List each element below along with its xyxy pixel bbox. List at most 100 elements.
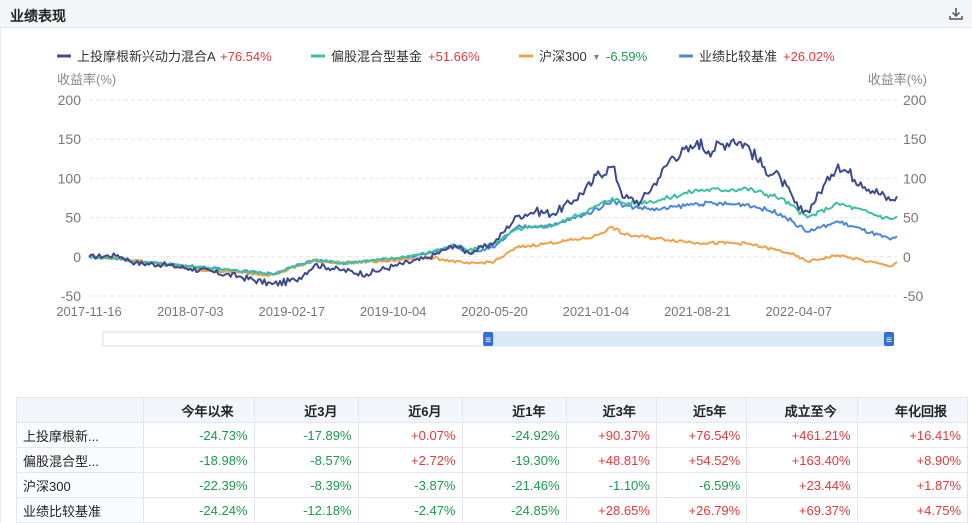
y-tick-label-left: 0	[73, 249, 81, 265]
performance-card: 上投摩根新兴动力混合A +76.54% 偏股混合型基金 +51.66% 沪深300 ▼ -6…	[0, 28, 972, 523]
y-tick-label-left: 150	[58, 131, 82, 147]
y-tick-label-left: -50	[61, 288, 81, 304]
legend-value: +51.66%	[428, 49, 480, 64]
table-cell: -1.10%	[565, 472, 657, 498]
column-header: 近6月	[357, 397, 463, 423]
x-tick-label: 2021-08-21	[664, 304, 731, 319]
column-header: 近1年	[461, 397, 567, 423]
download-icon[interactable]	[946, 4, 966, 24]
y-axis-ticks: 200 200 150 150 100 100 50 50 0 0 -50 -50	[58, 92, 927, 304]
table-cell: -24.85%	[461, 497, 567, 523]
legend-label: 上投摩根新兴动力混合A	[77, 49, 216, 64]
table-cell: +90.37%	[565, 422, 657, 448]
row-label: 偏股混合型...	[15, 447, 145, 473]
table-row[interactable]: 沪深300 -22.39% -8.39% -3.87% -21.46% -1.10% -6.…	[15, 472, 969, 498]
table-cell: -2.47%	[357, 497, 463, 523]
y-tick-label-right: -50	[903, 288, 923, 304]
y-tick-label-right: 50	[903, 210, 919, 226]
table-cell: +76.54%	[655, 422, 748, 448]
table-cell: -8.57%	[253, 447, 359, 473]
legend-value: +26.02%	[783, 49, 835, 64]
legend-label: 业绩比较基准	[699, 49, 777, 64]
table-cell: +4.75%	[856, 497, 969, 523]
table-cell: +8.90%	[856, 447, 969, 473]
y-tick-label-right: 0	[903, 249, 911, 265]
y-tick-label-left: 50	[65, 210, 81, 226]
table-cell: -3.87%	[357, 472, 463, 498]
y-tick-label-left: 200	[58, 92, 82, 108]
table-cell: +69.37%	[746, 497, 858, 523]
slider-handle-icon[interactable]: ≡	[884, 332, 894, 346]
legend-item[interactable]: 偏股混合型基金 +51.66%	[311, 49, 480, 64]
x-tick-label: 2019-02-17	[259, 304, 326, 319]
table-cell: -18.98%	[143, 447, 255, 473]
column-header: 成立至今	[746, 397, 858, 423]
svg-text:≡: ≡	[485, 335, 491, 346]
section-header: 业绩表现	[0, 0, 972, 28]
table-cell: -24.92%	[461, 422, 567, 448]
table-cell: +2.72%	[357, 447, 463, 473]
table-cell: +461.21%	[746, 422, 858, 448]
table-corner-cell	[15, 397, 145, 423]
slider-handle-icon[interactable]: ≡	[483, 332, 494, 346]
table-cell: -8.39%	[253, 472, 359, 498]
table-cell: +54.52%	[655, 447, 748, 473]
legend-label: 沪深300	[539, 49, 587, 64]
y-tick-label-right: 100	[903, 170, 927, 186]
table-cell: +26.79%	[655, 497, 748, 523]
x-tick-label: 2022-04-07	[765, 304, 832, 319]
column-header: 年化回报	[856, 397, 969, 423]
x-tick-label: 2021-01-04	[563, 304, 630, 319]
column-header: 近3月	[253, 397, 359, 423]
range-slider[interactable]: ≡ ≡	[102, 331, 894, 347]
table-cell: +1.87%	[856, 472, 969, 498]
x-tick-label: 2017-11-16	[56, 304, 122, 319]
section-title: 业绩表现	[10, 8, 66, 24]
x-tick-label: 2020-05-20	[461, 304, 528, 319]
table-cell: -24.73%	[143, 422, 255, 448]
series-line	[88, 186, 898, 276]
chart-series	[88, 138, 898, 287]
performance-table: 今年以来 近3月 近6月 近1年 近3年 近5年 成立至今 年化回报 上投摩根新... -24.…	[15, 397, 969, 523]
table-cell: +163.40%	[746, 447, 858, 473]
y-tick-label-right: 150	[903, 131, 927, 147]
y-axis-label-left: 收益率(%)	[57, 72, 116, 87]
legend-label: 偏股混合型基金	[331, 49, 422, 64]
table-cell: +0.07%	[357, 422, 463, 448]
y-tick-label-left: 100	[58, 170, 82, 186]
table-cell: -21.46%	[461, 472, 567, 498]
legend-item[interactable]: 上投摩根新兴动力混合A +76.54%	[57, 49, 272, 64]
table-cell: -24.24%	[143, 497, 255, 523]
column-header: 今年以来	[143, 397, 255, 423]
x-tick-label: 2018-07-03	[157, 304, 224, 319]
legend-item[interactable]: 业绩比较基准 +26.02%	[679, 49, 835, 64]
table-row[interactable]: 偏股混合型... -18.98% -8.57% +2.72% -19.30% +48.81…	[15, 447, 969, 473]
table-cell: -17.89%	[253, 422, 359, 448]
column-header: 近3年	[565, 397, 657, 423]
chevron-down-icon[interactable]: ▼	[592, 52, 601, 62]
chart-legend: 上投摩根新兴动力混合A +76.54% 偏股混合型基金 +51.66% 沪深300 ▼ -6…	[57, 49, 835, 64]
table-row[interactable]: 上投摩根新... -24.73% -17.89% +0.07% -24.92% +90.3…	[15, 422, 969, 448]
table-cell: +23.44%	[746, 472, 858, 498]
x-axis-ticks: 2017-11-16 2018-07-03 2019-02-17 2019-10-04…	[56, 304, 832, 319]
row-label: 上投摩根新...	[15, 422, 145, 448]
table-header-row: 今年以来 近3月 近6月 近1年 近3年 近5年 成立至今 年化回报	[15, 397, 969, 423]
slider-window[interactable]	[488, 332, 889, 346]
y-tick-label-right: 200	[903, 92, 927, 108]
table-cell: -19.30%	[461, 447, 567, 473]
column-header: 近5年	[655, 397, 748, 423]
row-label: 业绩比较基准	[15, 497, 145, 523]
table-row[interactable]: 业绩比较基准 -24.24% -12.18% -2.47% -24.85% +28.65%…	[15, 497, 969, 523]
row-label: 沪深300	[15, 472, 145, 498]
performance-chart: 上投摩根新兴动力混合A +76.54% 偏股混合型基金 +51.66% 沪深300 ▼ -6…	[56, 49, 927, 347]
table-cell: -12.18%	[253, 497, 359, 523]
table-cell: +16.41%	[856, 422, 969, 448]
legend-item[interactable]: 沪深300 ▼ -6.59%	[519, 49, 648, 64]
table-cell: +28.65%	[565, 497, 657, 523]
series-line	[88, 138, 898, 287]
series-line	[88, 226, 898, 277]
y-axis-label-right: 收益率(%)	[868, 72, 927, 87]
table-cell: -6.59%	[655, 472, 748, 498]
table-body: 上投摩根新... -24.73% -17.89% +0.07% -24.92% +90.3…	[15, 422, 969, 523]
chart-gridlines	[89, 99, 897, 297]
